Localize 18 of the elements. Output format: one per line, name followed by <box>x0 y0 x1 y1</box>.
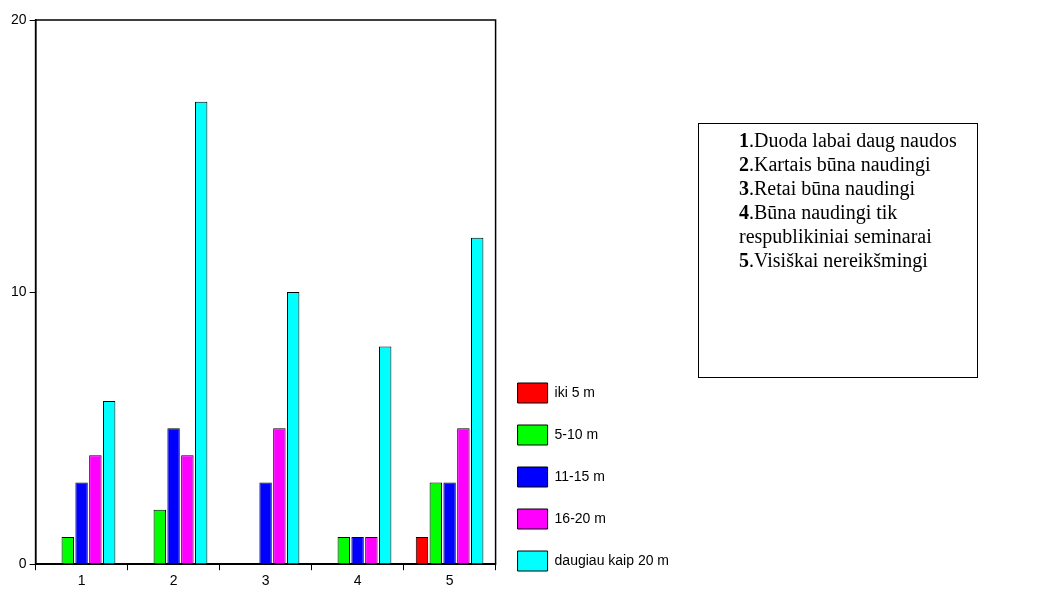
y-tick-label: 0 <box>18 555 27 572</box>
legend-label: iki 5 m <box>554 383 596 400</box>
legend-label: 11-15 m <box>554 467 605 484</box>
text: 4.Būna naudingi tik respublikiniai seminarai <box>739 201 932 247</box>
y-tick-label: 10 <box>10 282 27 299</box>
y-tick-label: 20 <box>10 10 27 27</box>
x-tick-label: 3 <box>261 572 270 589</box>
text: 2.Kartais būna naudingi <box>739 153 931 175</box>
legend-label: daugiau kaip 20 m <box>554 551 670 568</box>
x-tick-label: 1 <box>77 572 86 589</box>
legend-label: 16-20 m <box>554 509 606 526</box>
legend-label: 5-10 m <box>554 425 599 442</box>
text: 5.Visiškai nereikšmingi <box>739 249 928 271</box>
x-tick-label: 4 <box>353 572 362 589</box>
x-tick-label: 2 <box>169 572 178 589</box>
x-tick-label: 5 <box>445 572 454 589</box>
text: 3.Retai būna naudingi <box>739 177 916 199</box>
text: 1.Duoda labai daug naudos <box>739 129 957 151</box>
